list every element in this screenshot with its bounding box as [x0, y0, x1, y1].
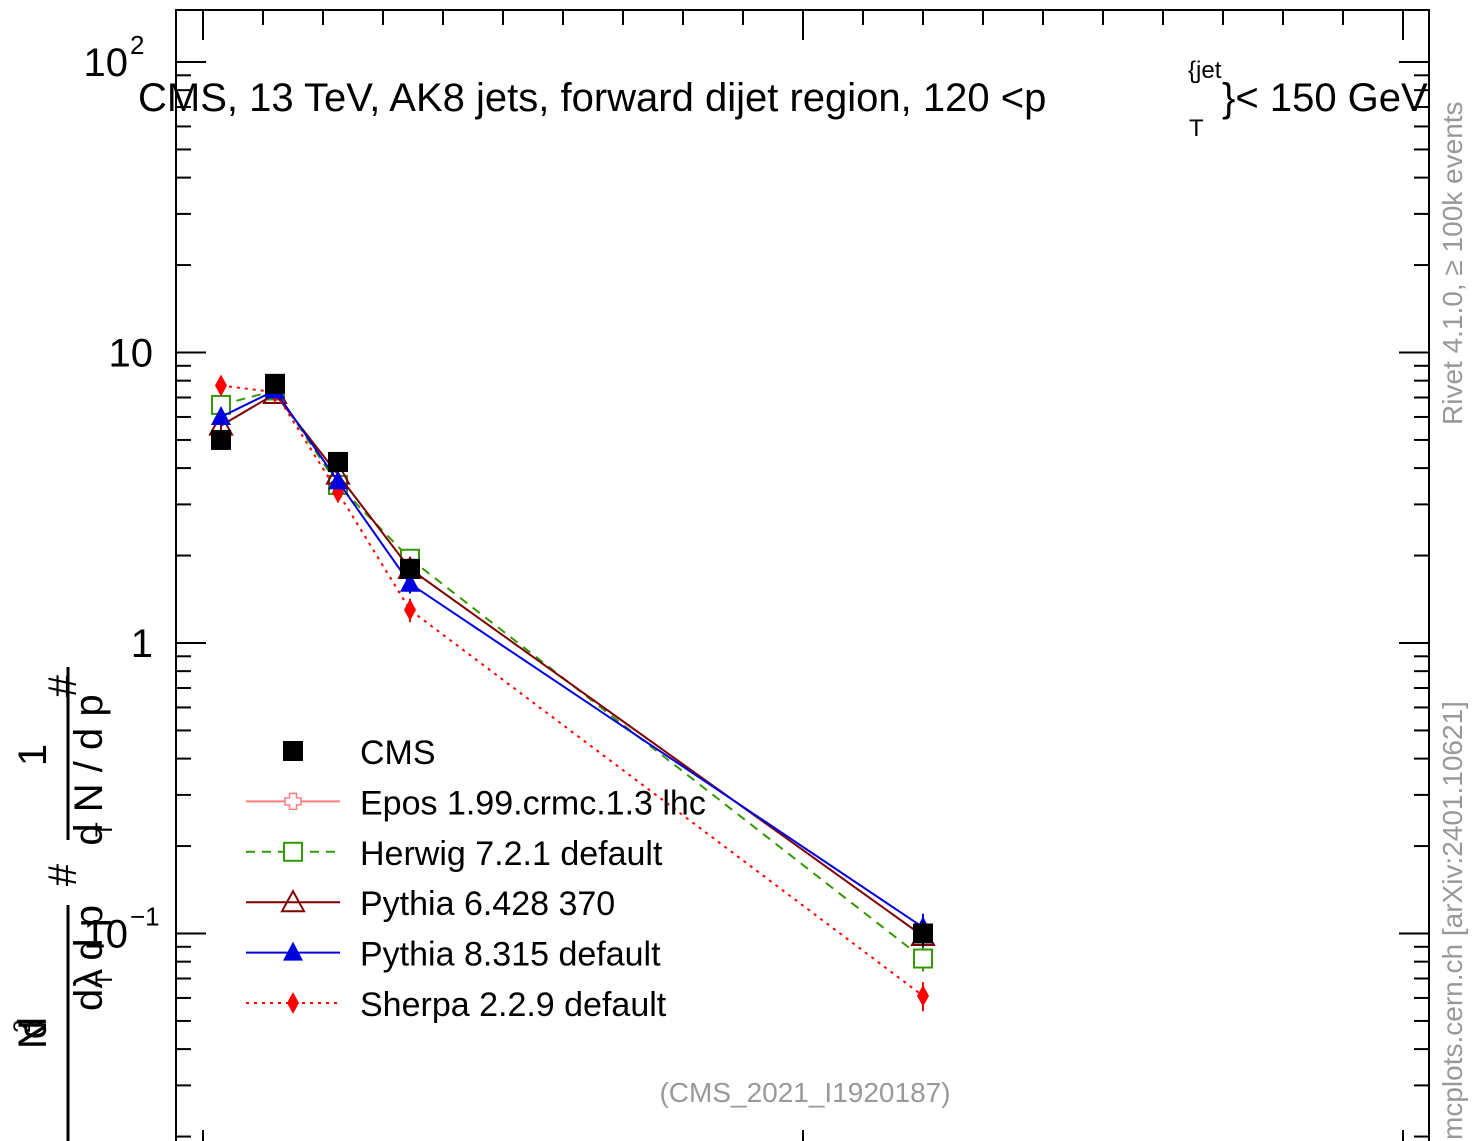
marker [283, 841, 303, 862]
y-tick-label-base: 10 [84, 913, 129, 957]
chart-title-end: }< 150 GeV [1222, 76, 1428, 120]
side-label-mcplots: mcplots.cern.ch [arXiv:2401.10621] [1437, 701, 1468, 1140]
y-tick-label-exp: 2 [130, 30, 144, 60]
legend-entry: CMS [283, 734, 436, 772]
ylabel-frac2-den-end: dλ [67, 969, 111, 1011]
series-line [220, 389, 924, 960]
marker [400, 572, 420, 592]
legend-label: Epos 1.99.crmc.1.3 lhc [360, 784, 706, 822]
marker-triangle-open [280, 889, 306, 913]
marker [280, 889, 306, 913]
marker [284, 792, 302, 811]
marker [283, 741, 303, 761]
marker [328, 451, 348, 472]
legend-label: Pythia 8.315 default [360, 936, 661, 974]
legend-entry: Sherpa 2.2.9 default [246, 986, 667, 1024]
marker [913, 923, 933, 944]
ylabel-frac2-den-sub: T [91, 972, 118, 987]
legend-label: Sherpa 2.2.9 default [360, 986, 667, 1024]
y-tick-label-base: 10 [109, 332, 154, 376]
legend-entry: Pythia 8.315 default [246, 936, 661, 974]
marker-diamond-filled [215, 374, 227, 397]
ylabel-frac2-den: d p [67, 905, 111, 961]
marker-triangle-filled [400, 572, 420, 592]
marker-square-filled [400, 558, 420, 579]
marker [215, 374, 227, 397]
marker-square-filled [913, 923, 933, 944]
marker-cross-open [284, 792, 302, 811]
legend-label: Pythia 6.428 370 [360, 885, 615, 923]
marker-square-filled [211, 429, 231, 450]
legend-label: Herwig 7.2.1 default [360, 835, 663, 873]
ylabel-frac2-num-sup: 2 [9, 1020, 36, 1033]
legend: CMS Epos 1.99.crmc.1.3 lhc Herwig 7.2.1 de… [246, 734, 706, 1024]
marker [328, 470, 348, 490]
watermark: (CMS_2021_I1920187) [659, 1077, 950, 1108]
ylabel-frac1-num: 1 [11, 744, 55, 766]
series-group [208, 373, 936, 1012]
chart-title-sub: T [1189, 115, 1204, 142]
marker-diamond-filled [917, 984, 929, 1007]
marker-square-filled [283, 741, 303, 761]
y-tick-label: 10 2 [84, 30, 145, 85]
marker-square-filled [328, 451, 348, 472]
legend-entry: Herwig 7.2.1 default [246, 835, 663, 873]
legend-entry: Pythia 6.428 370 [246, 885, 615, 923]
marker-square-open [913, 948, 933, 969]
marker [400, 558, 420, 579]
marker [265, 373, 285, 394]
ylabel-frac2-num-end: N [11, 1020, 55, 1049]
chart-title-sup: {jet [1188, 57, 1222, 84]
x-axis-ticks [202, 10, 1404, 1141]
ylabel-prefix: # [41, 674, 85, 697]
marker [917, 984, 929, 1007]
y-axis-label: # 1 d N / d p T # d 2 N d p T dλ [9, 667, 118, 1141]
ylabel-frac1-den: d N / d p [67, 694, 111, 845]
marker-triangle-filled [283, 941, 303, 961]
marker-triangle-filled [211, 405, 231, 425]
marker-triangle-filled [328, 470, 348, 490]
marker [211, 429, 231, 450]
marker [211, 405, 231, 425]
y-tick-label: 1 [131, 622, 153, 666]
ylabel-hash2: # [41, 863, 85, 886]
legend-entry: Epos 1.99.crmc.1.3 lhc [246, 784, 706, 822]
series-0 [211, 373, 933, 947]
marker [283, 941, 303, 961]
marker [287, 992, 299, 1014]
y-tick-label-base: 10 [84, 41, 129, 85]
marker-diamond-filled [404, 598, 416, 621]
marker-diamond-filled [287, 992, 299, 1014]
marker-square-open [283, 841, 303, 862]
side-label-rivet: Rivet 4.1.0, ≥ 100k events [1437, 101, 1468, 425]
series-2 [211, 380, 933, 972]
ylabel-frac2-num: d [11, 1017, 55, 1039]
chart-title: CMS, 13 TeV, AK8 jets, forward dijet reg… [138, 76, 1046, 120]
legend-label: CMS [360, 734, 436, 772]
y-tick-label: 10 [109, 332, 154, 376]
y-tick-label-base: 1 [131, 622, 153, 666]
marker-square-filled [265, 373, 285, 394]
y-tick-label-exp: −1 [130, 902, 160, 932]
y-tick-label: 10 −1 [84, 902, 160, 957]
y-axis-ticks [176, 61, 1429, 1138]
marker [404, 598, 416, 621]
ylabel-frac1-den-sub: T [91, 822, 118, 837]
chart-title-main: CMS, 13 TeV, AK8 jets, forward dijet reg… [138, 76, 1046, 120]
marker [913, 948, 933, 969]
